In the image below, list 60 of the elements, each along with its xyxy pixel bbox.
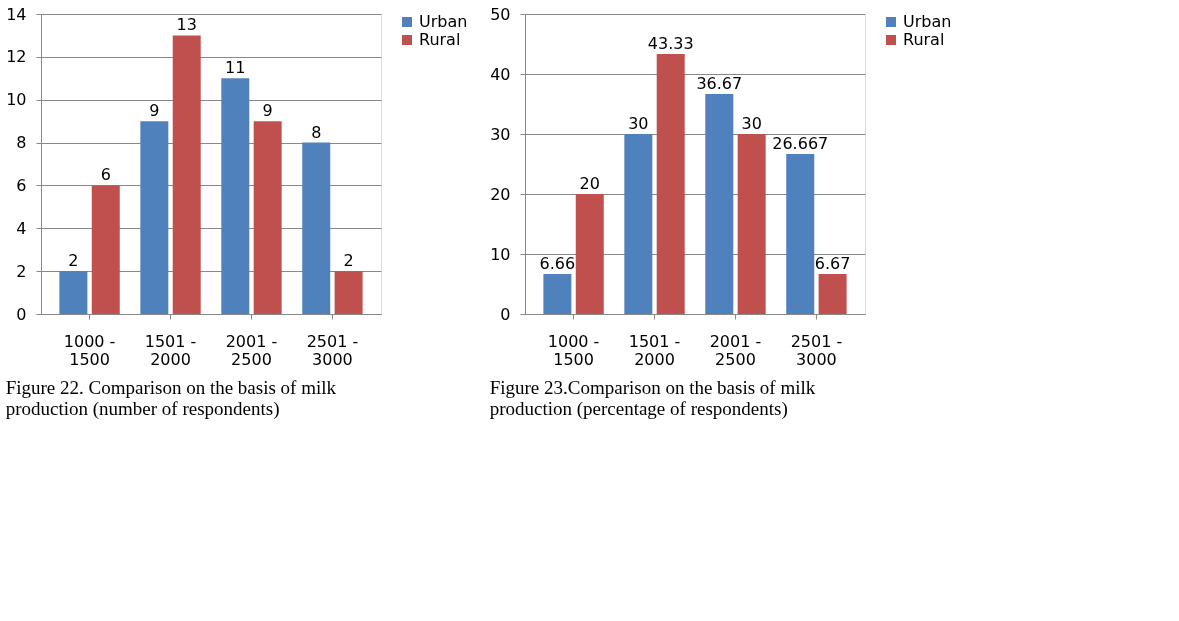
x-tick-label: 2501 - 3000 (790, 331, 843, 369)
x-tick-label: 1501 - 2000 (144, 331, 197, 369)
legend-label: Rural (903, 30, 945, 49)
x-tick-label: 2001 - 2500 (225, 331, 278, 369)
bar (818, 273, 847, 314)
legend-label: Rural (419, 30, 461, 49)
bar (221, 78, 250, 314)
y-tick-label: 4 (16, 218, 27, 238)
data-label: 26.667 (772, 134, 829, 153)
data-label: 6 (100, 165, 111, 185)
bar (91, 185, 120, 314)
data-label: 30 (741, 114, 762, 133)
y-tick-label: 50 (490, 4, 511, 24)
data-label: 9 (149, 101, 160, 121)
y-tick-label: 6 (16, 175, 27, 195)
caption: Figure 22. Comparison on the basis of milk production (number of respondents) (5, 377, 337, 420)
x-tick-label: 1000 - 1500 (547, 331, 600, 369)
y-tick-label: 14 (6, 4, 27, 24)
data-label: 2 (343, 251, 354, 271)
y-tick-label: 30 (490, 124, 511, 144)
bar (302, 142, 331, 314)
data-label: 8 (311, 122, 322, 142)
bar (253, 121, 282, 314)
data-label: 36.67 (696, 73, 743, 93)
y-tick-label: 8 (16, 133, 27, 153)
data-label: 11 (225, 58, 246, 78)
data-label: 43.33 (647, 34, 694, 54)
y-tick-label: 12 (6, 47, 27, 67)
bar (737, 134, 766, 314)
y-tick-label: 20 (490, 184, 511, 204)
bar (656, 54, 685, 314)
bar (334, 271, 363, 314)
x-tick-label: 2501 - 3000 (306, 331, 359, 369)
legend-label: Urban (419, 12, 468, 31)
y-tick-label: 40 (490, 64, 511, 84)
bar (172, 35, 201, 314)
bar (705, 93, 734, 314)
data-label: 9 (262, 101, 273, 121)
bar (543, 274, 572, 314)
y-tick-label: 2 (16, 261, 27, 281)
y-tick-label: 10 (6, 90, 27, 110)
data-label: 30 (628, 114, 649, 133)
data-label: 6.67 (814, 253, 851, 273)
x-tick-label: 1501 - 2000 (628, 331, 681, 369)
y-tick-label: 10 (490, 244, 511, 264)
x-tick-label: 2001 - 2500 (709, 331, 762, 369)
data-label: 20 (579, 174, 600, 193)
legend-label: Urban (903, 12, 952, 31)
bar (624, 134, 653, 314)
data-label: 13 (176, 15, 197, 35)
caption: Figure 23.Comparison on the basis of milk production (percentage of respondents) (489, 377, 816, 420)
bar (786, 154, 815, 314)
y-tick-label: 0 (16, 304, 27, 324)
x-tick-label: 1000 - 1500 (63, 331, 116, 369)
bar (575, 194, 604, 314)
bar (140, 121, 169, 314)
data-label: 6.66 (539, 254, 576, 274)
y-tick-label: 0 (500, 304, 511, 324)
bar (59, 271, 88, 314)
data-label: 2 (68, 251, 79, 271)
